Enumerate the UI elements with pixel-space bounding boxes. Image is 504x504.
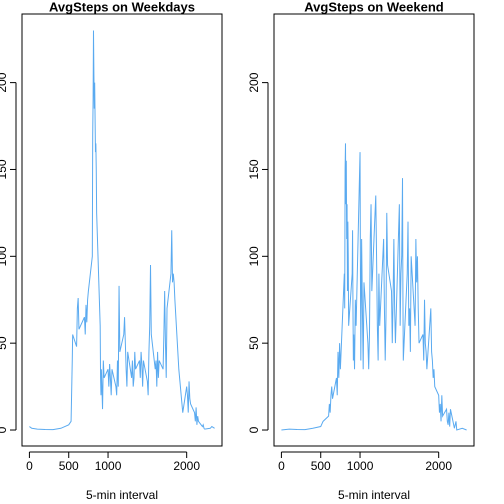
y-tick-label: 50 — [247, 336, 261, 350]
plot-box — [273, 13, 475, 447]
y-tick-label: 200 — [0, 72, 9, 92]
y-tick-label: 150 — [247, 159, 261, 179]
y-tick-label: 200 — [247, 72, 261, 92]
x-axis-label: 5-min interval — [86, 488, 158, 502]
y-tick-label: 0 — [247, 426, 261, 433]
x-tick-label: 1000 — [347, 459, 374, 473]
chart-title: AvgSteps on Weekdays — [49, 0, 195, 14]
y-tick-label: 100 — [0, 246, 9, 266]
x-tick-label: 2000 — [425, 459, 452, 473]
y-tick-label: 150 — [0, 159, 9, 179]
y-tick-label: 50 — [0, 336, 9, 350]
plot-box — [21, 13, 223, 447]
y-tick-label: 100 — [247, 246, 261, 266]
x-axis-label: 5-min interval — [338, 488, 410, 502]
data-line — [281, 143, 467, 431]
x-tick-label: 0 — [278, 459, 285, 473]
x-tick-label: 1000 — [95, 459, 122, 473]
x-tick-label: 500 — [59, 459, 79, 473]
x-tick-label: 0 — [26, 459, 33, 473]
y-tick-label: 0 — [0, 426, 9, 433]
chart-title: AvgSteps on Weekend — [304, 0, 443, 14]
x-tick-label: 500 — [311, 459, 331, 473]
data-line — [29, 30, 215, 431]
x-tick-label: 2000 — [173, 459, 200, 473]
